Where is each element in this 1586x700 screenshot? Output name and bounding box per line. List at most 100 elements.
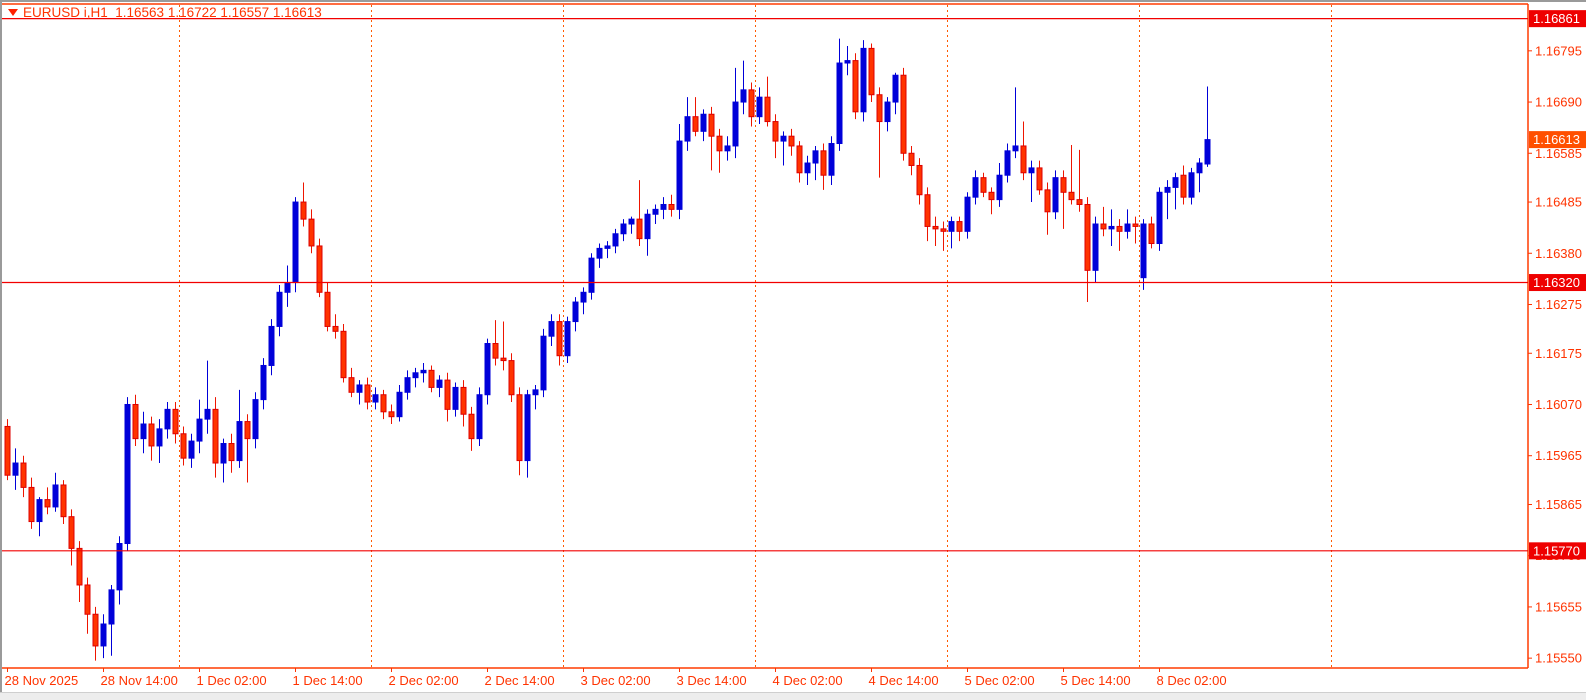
time-axis-label: 4 Dec 02:00: [773, 673, 843, 688]
window-top-edge: [0, 0, 1586, 2]
candle-body: [1044, 189, 1051, 213]
price-axis[interactable]: [1528, 0, 1586, 668]
candle-body: [596, 247, 603, 259]
window-bottom-strip: [0, 692, 1586, 700]
candle-body: [292, 201, 299, 284]
candle-body: [436, 379, 443, 388]
candle-body: [1004, 150, 1011, 176]
candle-body: [212, 408, 219, 464]
candle-body: [76, 547, 83, 586]
price-axis-label: 1.16380: [1535, 246, 1582, 261]
candle-body: [1036, 167, 1043, 191]
candle-body: [1188, 172, 1195, 198]
price-axis-label: 1.15965: [1535, 448, 1582, 463]
candle-body: [980, 177, 987, 193]
candle-body: [1132, 223, 1139, 227]
candle-body: [956, 221, 963, 232]
candle-body: [1100, 223, 1107, 230]
candle-body: [924, 194, 931, 227]
candle-body: [420, 369, 427, 374]
time-axis-label: 2 Dec 14:00: [485, 673, 555, 688]
candle-body: [612, 233, 619, 247]
candle-body: [316, 245, 323, 293]
candle-body: [556, 321, 563, 357]
candle-body: [1028, 167, 1035, 174]
candle-body: [28, 486, 35, 523]
candle-body: [812, 150, 819, 164]
time-axis-label: 4 Dec 14:00: [869, 673, 939, 688]
time-axis-label: 28 Nov 2025: [5, 673, 79, 688]
price-line-label-box: [1529, 10, 1586, 28]
candle-body: [1060, 177, 1067, 193]
candle-body: [972, 177, 979, 198]
candle-body: [700, 113, 707, 132]
candle-body: [988, 191, 995, 201]
candle-body: [708, 113, 715, 137]
candle-body: [1148, 223, 1155, 245]
candle-body: [908, 152, 915, 166]
candle-body: [580, 291, 587, 303]
candle-body: [868, 47, 875, 96]
bid-price-label: 1.16613: [1533, 132, 1580, 147]
candle-body: [684, 116, 691, 142]
candle-body: [796, 145, 803, 174]
candle-body: [44, 499, 51, 508]
candle-body: [356, 384, 363, 393]
chart-header: EURUSD i,H1 1.16563 1.16722 1.16557 1.16…: [8, 5, 322, 20]
time-axis-label: 5 Dec 02:00: [965, 673, 1035, 688]
candle-body: [860, 47, 867, 113]
candle-body: [108, 589, 115, 625]
candle-body: [620, 223, 627, 235]
candle-body: [204, 408, 211, 420]
time-axis-label: 1 Dec 14:00: [293, 673, 363, 688]
candle-body: [1020, 145, 1027, 174]
candle-body: [460, 386, 467, 415]
candle-body: [36, 499, 43, 523]
candle-body: [1052, 177, 1059, 213]
price-axis-label: 1.15655: [1535, 599, 1582, 614]
candle-body: [364, 384, 371, 403]
candle-body: [188, 440, 195, 459]
candle-body: [644, 213, 651, 240]
time-axis-label: 8 Dec 02:00: [1157, 673, 1227, 688]
bid-price-label-box: [1529, 131, 1586, 149]
time-axis[interactable]: [0, 668, 1528, 692]
candle-body: [396, 391, 403, 418]
candle-body: [588, 257, 595, 293]
time-axis-label: 28 Nov 14:00: [101, 673, 178, 688]
price-axis-label: 1.16275: [1535, 297, 1582, 312]
candle-body: [964, 196, 971, 232]
candle-body: [604, 245, 611, 249]
candle-body: [340, 330, 347, 379]
candle-body: [828, 143, 835, 176]
candle-body: [332, 325, 339, 332]
candle-body: [820, 150, 827, 176]
candle-body: [788, 135, 795, 147]
candle-body: [532, 389, 539, 396]
candle-body: [116, 543, 123, 591]
candle-body: [244, 421, 251, 440]
candle-body: [1092, 223, 1099, 271]
candle-body: [692, 116, 699, 132]
candle-body: [452, 386, 459, 410]
time-axis-label: 1 Dec 02:00: [197, 673, 267, 688]
candle-body: [668, 203, 675, 210]
candle-body: [68, 516, 75, 549]
price-line-label: 1.16861: [1533, 11, 1580, 26]
time-axis-label: 2 Dec 02:00: [389, 673, 459, 688]
price-axis-label: 1.16485: [1535, 195, 1582, 210]
candle-body: [652, 208, 659, 215]
candle-body: [180, 433, 187, 459]
candle-body: [1084, 203, 1091, 271]
candle-body: [524, 394, 531, 462]
candle-body: [260, 364, 267, 401]
candle-body: [100, 623, 107, 647]
candle-body: [804, 162, 811, 174]
candle-body: [268, 325, 275, 366]
symbol-marker-icon: [8, 9, 18, 16]
price-line-label-box: [1529, 274, 1586, 292]
candle-body: [140, 423, 147, 440]
time-axis-label: 3 Dec 02:00: [581, 673, 651, 688]
